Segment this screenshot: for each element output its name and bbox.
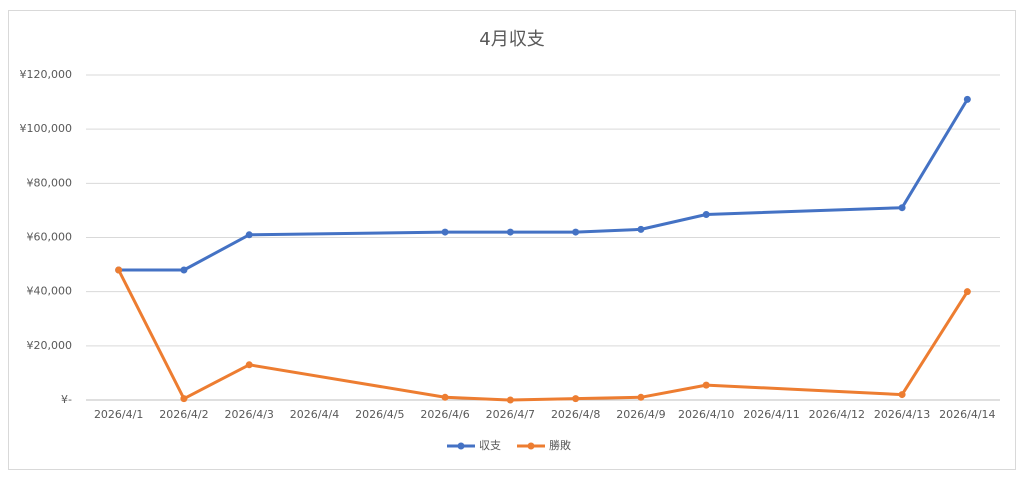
x-tick-label: 2026/4/5 xyxy=(355,408,404,421)
x-tick-label: 2026/4/2 xyxy=(159,408,208,421)
data-point xyxy=(898,204,906,212)
series-line xyxy=(247,363,447,399)
data-point xyxy=(506,396,514,404)
x-tick-label: 2026/4/9 xyxy=(616,408,665,421)
legend-marker xyxy=(457,442,465,450)
data-point xyxy=(637,225,645,233)
series-line xyxy=(117,268,186,401)
series-line xyxy=(900,290,969,397)
data-point xyxy=(441,228,449,236)
data-point xyxy=(963,288,971,296)
y-tick-label: ¥20,000 xyxy=(27,339,73,352)
data-point xyxy=(702,381,710,389)
data-point xyxy=(180,266,188,274)
data-point xyxy=(506,228,514,236)
data-point xyxy=(572,395,580,403)
data-point xyxy=(572,228,580,236)
data-point xyxy=(702,210,710,218)
y-tick-label: ¥100,000 xyxy=(20,122,73,135)
x-tick-label: 2026/4/12 xyxy=(809,408,865,421)
data-point xyxy=(963,95,971,103)
data-point xyxy=(180,395,188,403)
x-tick-label: 2026/4/10 xyxy=(678,408,734,421)
x-tick-label: 2026/4/4 xyxy=(290,408,339,421)
x-tick-label: 2026/4/11 xyxy=(743,408,799,421)
series-line xyxy=(182,233,251,272)
y-tick-label: ¥60,000 xyxy=(27,231,73,244)
legend-label: 収支 xyxy=(479,439,501,452)
data-point xyxy=(637,393,645,401)
data-point xyxy=(441,393,449,401)
y-tick-label: ¥- xyxy=(61,393,72,406)
data-point xyxy=(245,361,253,369)
series-line xyxy=(443,395,512,402)
x-tick-label: 2026/4/14 xyxy=(939,408,995,421)
series-line xyxy=(508,397,578,402)
series-line xyxy=(574,227,643,234)
data-point xyxy=(245,231,253,239)
x-tick-label: 2026/4/7 xyxy=(486,408,535,421)
x-tick-label: 2026/4/6 xyxy=(420,408,469,421)
series-line xyxy=(247,230,447,237)
x-tick-label: 2026/4/8 xyxy=(551,408,600,421)
legend-label: 勝敗 xyxy=(549,438,571,452)
chart-title: 4月収支 xyxy=(479,29,544,50)
x-tick-label: 2026/4/3 xyxy=(225,408,274,421)
x-tick-label: 2026/4/13 xyxy=(874,408,930,421)
y-tick-label: ¥40,000 xyxy=(27,285,73,298)
y-tick-label: ¥120,000 xyxy=(20,68,73,81)
series-line xyxy=(639,383,708,399)
series-line xyxy=(900,97,969,210)
y-tick-label: ¥80,000 xyxy=(27,176,73,189)
series-line xyxy=(704,206,904,216)
series-line xyxy=(574,395,643,401)
series-line xyxy=(182,363,251,401)
data-point xyxy=(898,391,906,399)
data-point xyxy=(115,266,123,274)
series-line xyxy=(639,212,708,231)
x-tick-label: 2026/4/1 xyxy=(94,408,143,421)
legend-marker xyxy=(527,442,535,450)
series-line xyxy=(704,383,904,397)
